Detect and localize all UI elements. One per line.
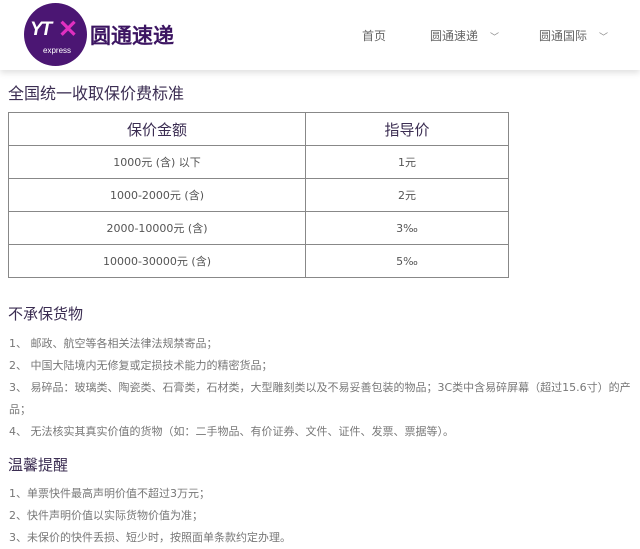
chevron-down-icon: ﹀ [599,33,609,43]
header: YT ✕ express 圆通速递 首页 圆通速递 ﹀ 圆通国际 ﹀ [0,0,640,70]
list-item: 2、快件声明价值以实际货物价值为准； [9,509,203,522]
nav-yto-express[interactable]: 圆通速递 ﹀ [430,29,500,43]
tips-list: 1、单票快件最高声明价值不超过3万元； 2、快件声明价值以实际货物价值为准； 3… [9,483,634,549]
table-row: 1000-2000元 (含) 2元 [8,178,509,212]
table-row: 1000元 (含) 以下 1元 [8,145,509,179]
excluded-list: 1、 邮政、航空等各相关法律法规禁寄品； 2、 中国大陆境内无修复或定损技术能力… [9,333,634,443]
brand-name[interactable]: 圆通速递 [90,24,174,48]
excluded-title: 不承保货物 [8,305,84,323]
logo[interactable]: YT ✕ express [24,3,87,66]
pricing-title: 全国统一收取保价费标准 [8,84,185,103]
nav-home[interactable]: 首页 [362,29,387,43]
nav-yto-international[interactable]: 圆通国际 ﹀ [539,29,609,43]
table-header: 保价金额 指导价 [8,112,509,146]
table-row: 10000-30000元 (含) 5‰ [8,244,509,278]
list-item: 4、 无法核实其真实价值的货物（如：二手物品、有价证券、文件、证件、发票、票据等… [9,425,454,438]
list-item: 3、未保价的快件丢损、短少时，按照面单条款约定办理。 [9,531,291,544]
pricing-table: 保价金额 指导价 1000元 (含) 以下 1元 1000-2000元 (含) 2元 … [8,112,509,278]
list-item: 1、 邮政、航空等各相关法律法规禁寄品； [9,337,218,350]
table-row: 2000-10000元 (含) 3‰ [8,211,509,245]
tips-title: 温馨提醒 [8,456,69,474]
list-item: 2、 中国大陆境内无修复或定损技术能力的精密货品； [9,359,273,372]
list-item: 3、 易碎品：玻璃类、陶瓷类、石膏类，石材类，大型雕刻类以及不易妥善包装的物品；… [9,381,631,416]
list-item: 1、单票快件最高声明价值不超过3万元； [9,487,210,500]
chevron-down-icon: ﹀ [490,33,500,43]
